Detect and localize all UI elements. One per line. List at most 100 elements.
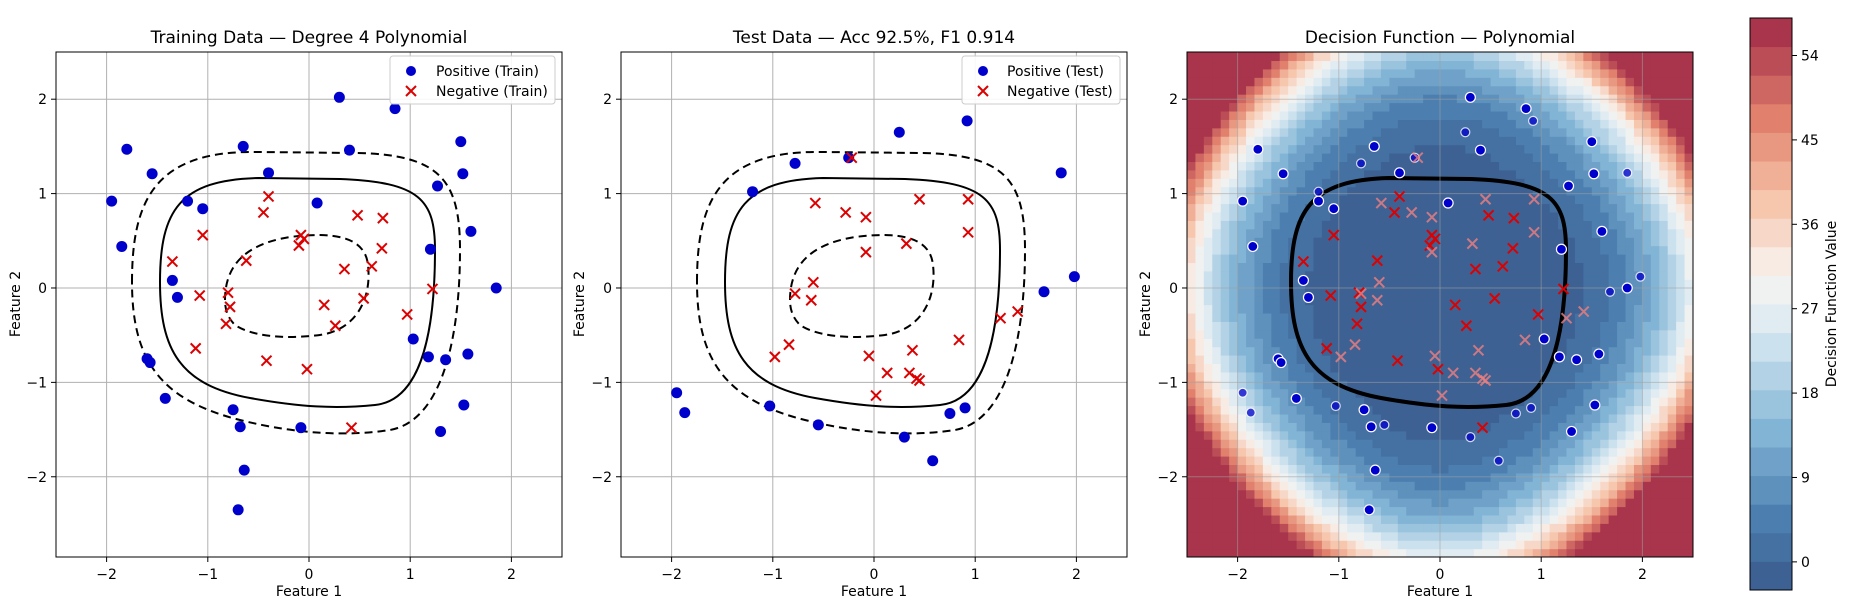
test-data-panel: Test Data — Acc 92.5%, F1 0.914 −2 −1 0 1 2 −…: [572, 28, 1128, 600]
data-point-positive: [1358, 404, 1370, 416]
x-tick-label: −1: [197, 567, 218, 583]
colorbar-tick-label: 27: [1801, 302, 1819, 318]
colorbar-band: [1750, 189, 1792, 219]
data-point-positive: [1055, 167, 1067, 179]
data-point-negative: [1320, 342, 1333, 355]
data-point-negative: [298, 233, 310, 245]
data-point-negative: [1373, 276, 1385, 289]
data-point-positive: [679, 407, 691, 419]
x-axis-label: Feature 1: [841, 584, 907, 600]
data-point-negative: [846, 152, 858, 164]
data-point-negative: [1519, 334, 1531, 346]
decision-boundary-contour: [158, 176, 437, 408]
y-tick-label: 1: [38, 187, 47, 203]
data-point-negative: [1469, 367, 1482, 379]
data-point-negative: [222, 286, 234, 299]
data-point-positive: [1365, 421, 1377, 433]
data-point-positive: [1275, 356, 1287, 369]
data-point-positive: [311, 197, 323, 209]
data-point-positive: [407, 333, 419, 345]
data-point-negative: [1472, 344, 1485, 356]
data-point-positive: [1369, 464, 1381, 476]
data-point-positive: [424, 243, 436, 255]
data-point-positive: [1604, 286, 1616, 297]
data-point-negative: [329, 320, 342, 332]
data-point-positive: [1393, 167, 1406, 179]
y-tick-label: 2: [603, 92, 612, 108]
data-point-negative: [1335, 351, 1347, 363]
data-point-negative: [1497, 260, 1509, 272]
data-point-positive: [182, 195, 194, 207]
data-point-positive: [1368, 140, 1380, 152]
data-point-positive: [457, 168, 469, 180]
data-point-positive: [432, 180, 444, 192]
data-point-positive: [843, 152, 855, 164]
data-point-positive: [1330, 400, 1341, 412]
data-point-negative: [1488, 292, 1501, 305]
data-point-negative: [224, 301, 236, 313]
data-point-positive: [1302, 291, 1315, 304]
data-point-positive: [458, 399, 470, 411]
x-tick-label: −2: [1227, 567, 1248, 583]
colorbar-band: [1750, 418, 1792, 448]
data-point-positive: [1313, 186, 1324, 197]
colorbar-tick-label: 0: [1801, 555, 1810, 571]
data-point-negative: [1466, 237, 1479, 250]
x-tick-label: 0: [870, 567, 879, 583]
x-tick-label: 2: [507, 567, 516, 583]
data-point-positive: [893, 126, 905, 138]
colorbar-tick-label: 36: [1801, 217, 1819, 233]
data-point-positive: [1355, 158, 1367, 169]
data-point-negative: [351, 209, 364, 222]
legend-entry-negative: Negative (Test): [1007, 84, 1113, 100]
data-point-negative: [401, 308, 413, 321]
data-point-positive: [116, 240, 128, 252]
data-point-positive: [1528, 115, 1539, 127]
data-point-positive: [1622, 167, 1633, 178]
colorbar-band: [1750, 504, 1792, 534]
x-tick-label: 0: [1436, 567, 1445, 583]
data-point-positive: [435, 425, 447, 437]
data-point-negative: [1532, 308, 1544, 321]
data-point-negative: [1557, 283, 1570, 295]
data-point-negative: [1011, 305, 1024, 318]
y-tick-label: 0: [1169, 281, 1178, 297]
colorbar-band: [1750, 246, 1792, 276]
colorbar-band: [1750, 132, 1792, 162]
data-point-negative: [220, 318, 232, 330]
data-point-negative: [913, 193, 926, 205]
data-point-positive: [490, 282, 502, 294]
data-point-positive: [898, 431, 910, 443]
y-axis-label: Feature 2: [572, 271, 588, 337]
data-point-negative: [166, 255, 179, 268]
data-point-negative: [262, 190, 275, 203]
data-point-positive: [1247, 240, 1259, 253]
colorbar: 0 9 18 27 36 45 54 Decision Function Value: [1749, 17, 1840, 591]
data-point-negative: [881, 367, 893, 379]
data-point-negative: [257, 206, 270, 219]
y-tick-label: −2: [1157, 470, 1178, 486]
colorbar-band: [1750, 218, 1792, 248]
data-point-positive: [238, 464, 250, 476]
data-point-negative: [1355, 301, 1367, 313]
data-point-negative: [426, 283, 439, 295]
y-tick-label: 0: [38, 281, 47, 297]
data-point-positive: [171, 291, 183, 303]
data-point-positive: [1553, 351, 1566, 363]
data-point-negative: [962, 226, 974, 238]
chart-title: Test Data — Acc 92.5%, F1 0.914: [732, 28, 1015, 48]
data-point-positive: [1409, 152, 1420, 163]
data-point-negative: [783, 338, 795, 351]
data-point-positive: [1277, 168, 1289, 180]
chart-title: Training Data — Degree 4 Polynomial: [150, 28, 468, 48]
decision-boundary-contours: [695, 150, 1027, 435]
data-point-positive: [1474, 144, 1487, 156]
data-point-positive: [106, 195, 118, 207]
data-point-negative: [1476, 421, 1489, 434]
data-point-positive: [1328, 203, 1340, 215]
data-point-negative: [260, 354, 273, 367]
data-point-negative: [789, 287, 801, 300]
data-point-negative: [863, 350, 875, 362]
data-point-negative: [913, 374, 926, 387]
data-point-negative: [293, 239, 305, 252]
